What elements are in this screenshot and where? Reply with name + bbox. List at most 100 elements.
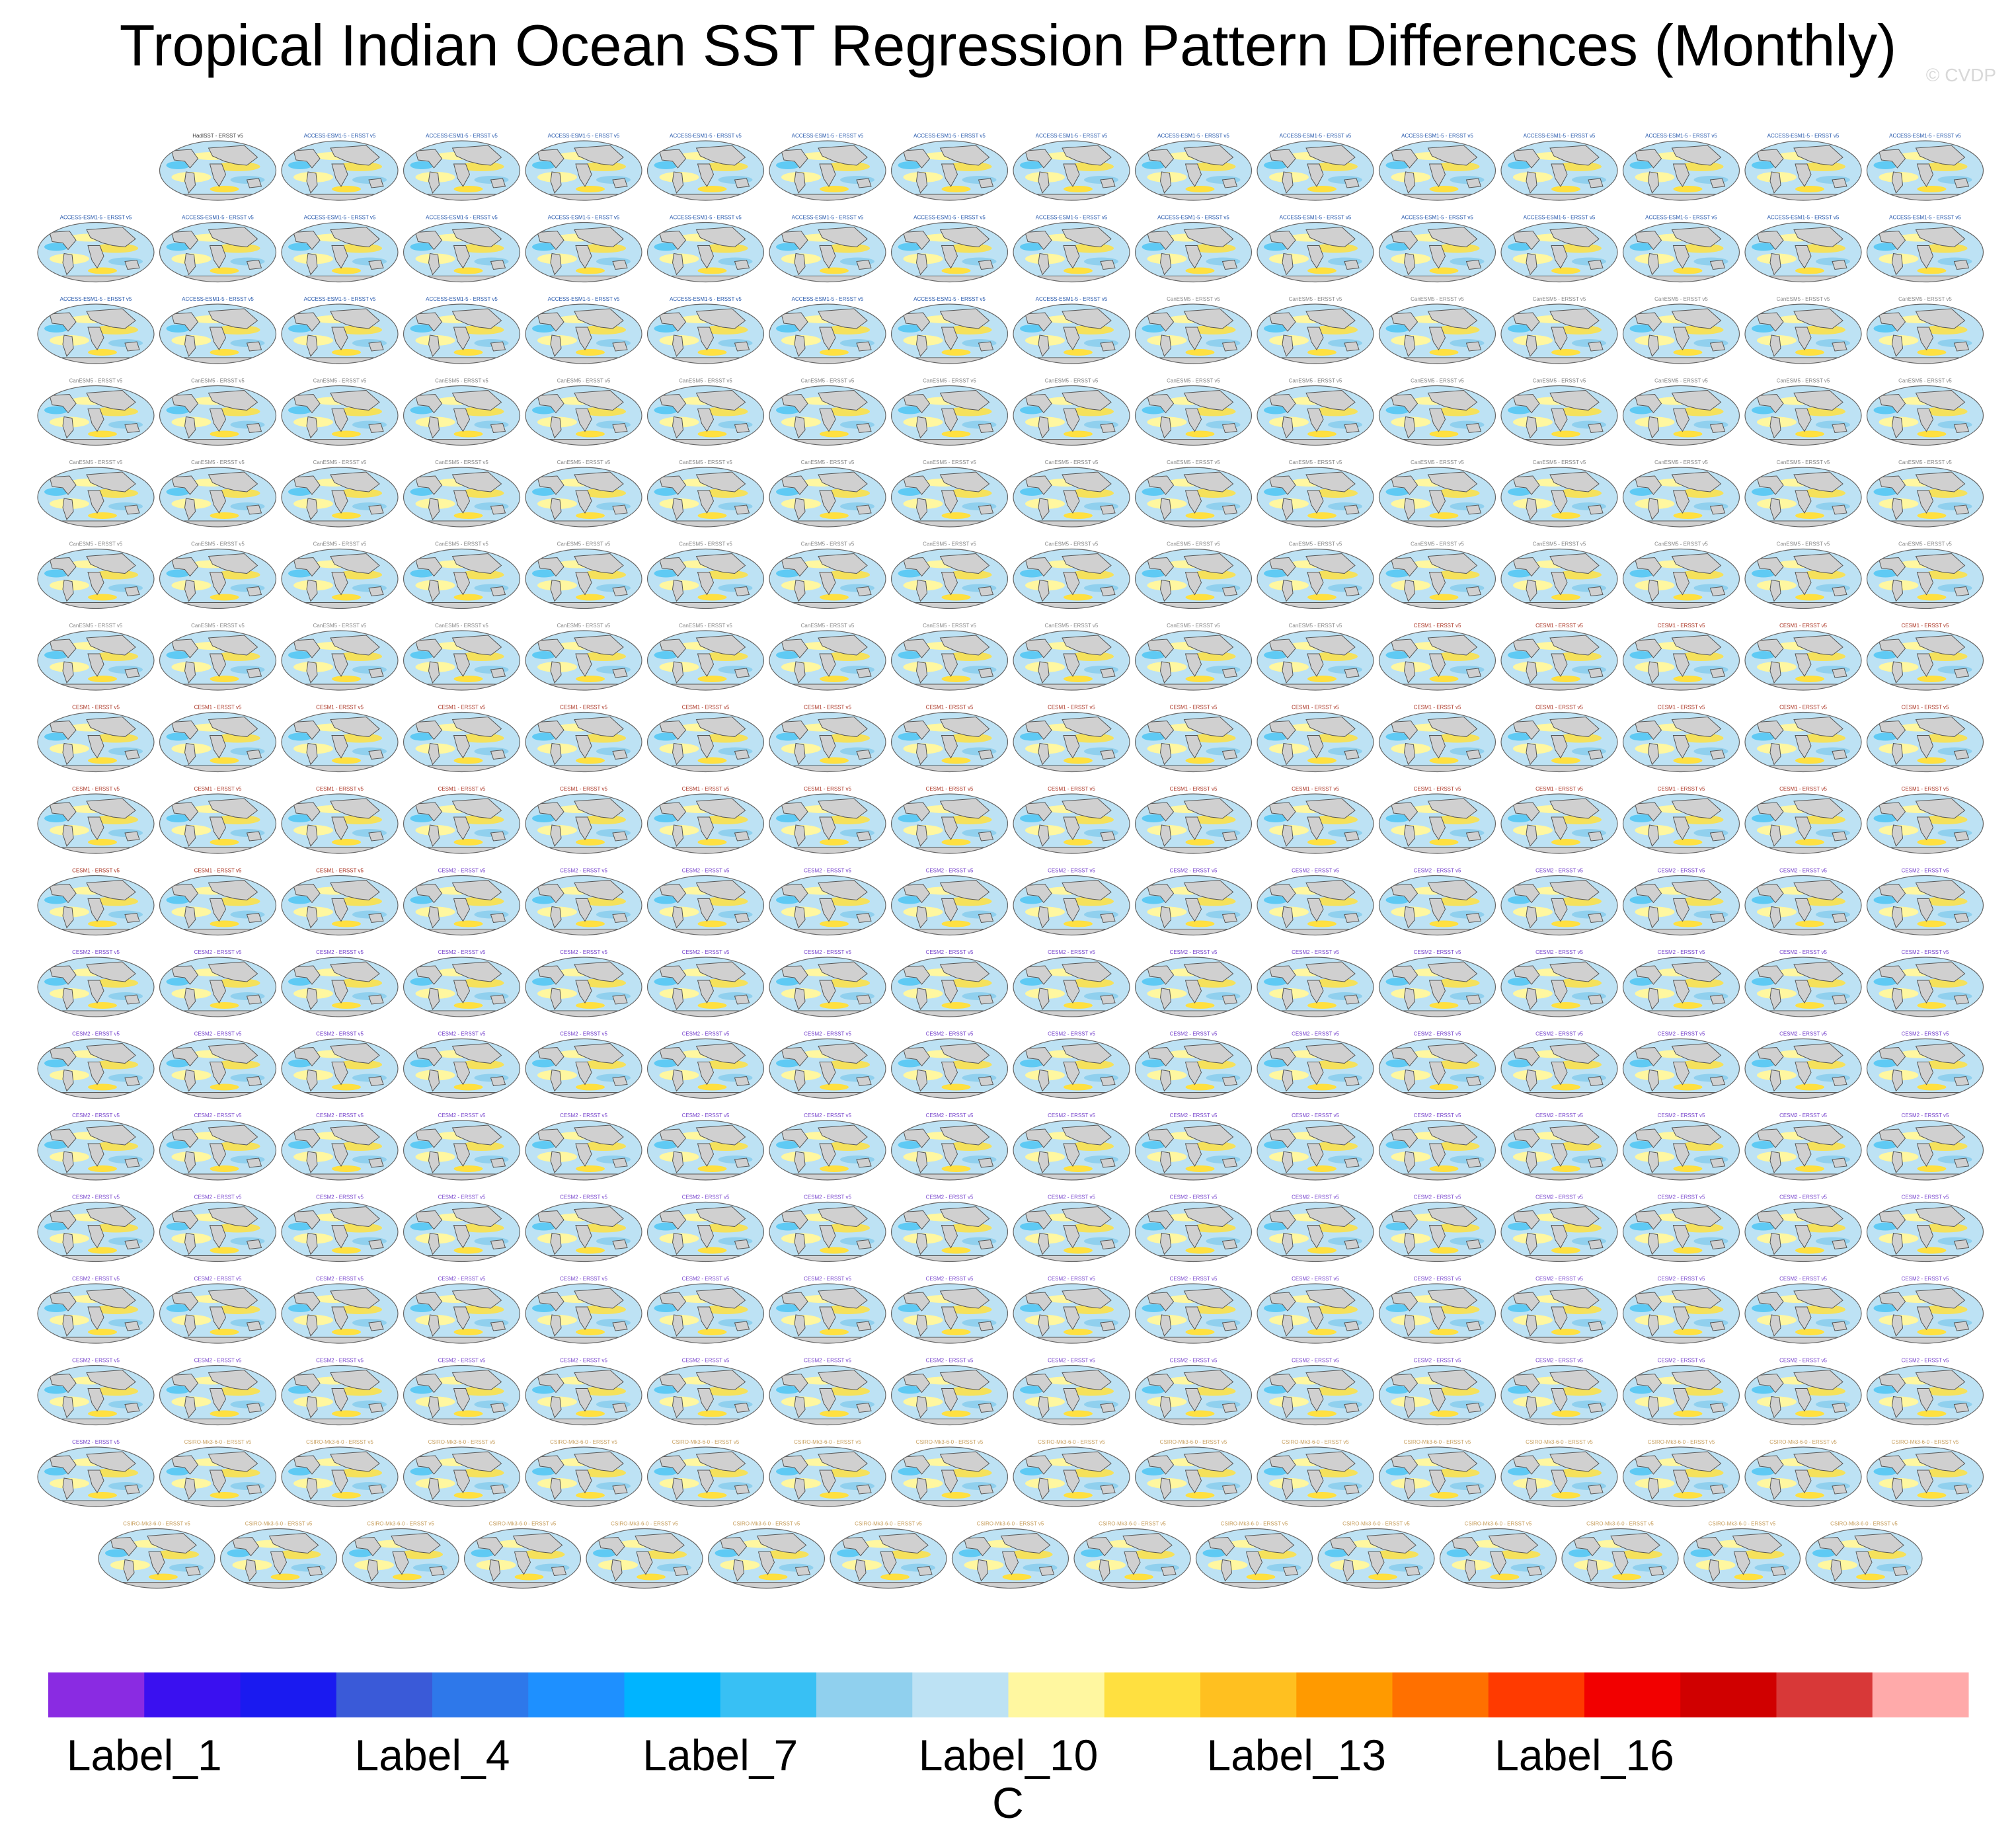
globe-map — [1866, 304, 1985, 366]
globe-map — [1134, 1202, 1253, 1264]
map-panel: CanESM5 - ERSST v5 — [890, 378, 1009, 448]
map-panel: ACCESS-ESM1-5 - ERSST v5 — [768, 296, 887, 366]
globe-map — [768, 386, 887, 448]
colorbar-tick-label: Label_7 — [642, 1731, 798, 1780]
panel-label: CESM2 - ERSST v5 — [1658, 1195, 1705, 1200]
globe-map — [1439, 1529, 1558, 1590]
globe-map — [159, 876, 278, 937]
panel-label: CESM2 - ERSST v5 — [1902, 1276, 1949, 1282]
panel-label: CanESM5 - ERSST v5 — [679, 378, 732, 384]
map-panel: ACCESS-ESM1-5 - ERSST v5 — [403, 215, 522, 284]
map-panel: CanESM5 - ERSST v5 — [1744, 378, 1863, 448]
globe-map — [1012, 223, 1131, 284]
panel-label: CESM1 - ERSST v5 — [804, 705, 851, 711]
panel-label: CanESM5 - ERSST v5 — [1533, 459, 1586, 465]
globe-map — [1256, 1366, 1375, 1427]
panel-label: CESM2 - ERSST v5 — [1779, 1031, 1827, 1037]
globe-map — [1866, 141, 1985, 202]
panel-label: CanESM5 - ERSST v5 — [1289, 459, 1342, 465]
map-panel: ACCESS-ESM1-5 - ERSST v5 — [646, 133, 765, 202]
map-panel: CSIRO-Mk3-6-0 - ERSST v5 — [1195, 1521, 1314, 1590]
globe-map — [1866, 223, 1985, 284]
map-panel: ACCESS-ESM1-5 - ERSST v5 — [1012, 296, 1131, 366]
map-panel: CanESM5 - ERSST v5 — [1622, 541, 1741, 611]
globe-map — [280, 467, 399, 529]
panel-label: CESM2 - ERSST v5 — [1048, 1195, 1095, 1200]
panel-label: CanESM5 - ERSST v5 — [1045, 378, 1099, 384]
globe-map — [524, 467, 643, 529]
map-panel: CESM1 - ERSST v5 — [159, 868, 278, 937]
map-panel: CSIRO-Mk3-6-0 - ERSST v5 — [1683, 1521, 1802, 1590]
panel-label: ACCESS-ESM1-5 - ERSST v5 — [1645, 215, 1717, 221]
panel-label: ACCESS-ESM1-5 - ERSST v5 — [1524, 215, 1596, 221]
cvdp-watermark: © CVDP — [1925, 65, 1996, 85]
map-panel: CSIRO-Mk3-6-0 - ERSST v5 — [890, 1439, 1009, 1509]
map-panel: CESM2 - ERSST v5 — [36, 949, 155, 1019]
map-panel: CESM2 - ERSST v5 — [768, 868, 887, 937]
globe-map — [36, 713, 155, 774]
globe-map — [36, 631, 155, 692]
map-panel: CESM1 - ERSST v5 — [1134, 705, 1253, 774]
panel-label: CESM2 - ERSST v5 — [682, 1031, 730, 1037]
globe-map — [1378, 794, 1497, 855]
globe-map — [403, 141, 522, 202]
map-panel: CESM1 - ERSST v5 — [524, 705, 643, 774]
panel-label: CESM2 - ERSST v5 — [1779, 1276, 1827, 1282]
globe-map — [646, 549, 765, 611]
map-panel: CESM2 - ERSST v5 — [1744, 1031, 1863, 1101]
globe-map — [280, 549, 399, 611]
map-panel: CESM1 - ERSST v5 — [646, 786, 765, 855]
globe-map — [159, 304, 278, 366]
panel-label: CanESM5 - ERSST v5 — [557, 378, 611, 384]
globe-map — [280, 1039, 399, 1101]
map-panel: CSIRO-Mk3-6-0 - ERSST v5 — [1134, 1439, 1253, 1509]
panel-label: CESM2 - ERSST v5 — [316, 1113, 364, 1119]
panel-label: CESM2 - ERSST v5 — [72, 1358, 120, 1364]
panel-label: CESM1 - ERSST v5 — [194, 868, 242, 874]
globe-map — [1256, 1120, 1375, 1182]
panel-label: CanESM5 - ERSST v5 — [1167, 623, 1220, 629]
panel-label: CESM2 - ERSST v5 — [1414, 1113, 1461, 1119]
globe-map — [403, 1039, 522, 1101]
panel-label: CESM2 - ERSST v5 — [1414, 1195, 1461, 1200]
panel-label: CanESM5 - ERSST v5 — [1411, 378, 1464, 384]
map-panel: CESM2 - ERSST v5 — [646, 1031, 765, 1101]
globe-map — [403, 631, 522, 692]
map-panel: CESM2 - ERSST v5 — [36, 1031, 155, 1101]
globe-map — [1012, 549, 1131, 611]
panel-label: CESM2 - ERSST v5 — [1535, 1113, 1583, 1119]
map-panel: ACCESS-ESM1-5 - ERSST v5 — [36, 296, 155, 366]
panel-label: CESM1 - ERSST v5 — [926, 786, 974, 792]
panel-label: CSIRO-Mk3-6-0 - ERSST v5 — [733, 1521, 800, 1527]
globe-map — [890, 304, 1009, 366]
globe-map — [646, 631, 765, 692]
globe-map — [1012, 1284, 1131, 1345]
map-panel: CESM2 - ERSST v5 — [890, 949, 1009, 1019]
globe-map — [1012, 876, 1131, 937]
panel-label: CESM1 - ERSST v5 — [804, 786, 851, 792]
globe-map — [524, 549, 643, 611]
globe-map — [890, 1447, 1009, 1509]
map-panel: CESM2 - ERSST v5 — [159, 1031, 278, 1101]
panel-label: CESM2 - ERSST v5 — [72, 949, 120, 955]
panel-label: CanESM5 - ERSST v5 — [1654, 296, 1708, 302]
panel-label: CanESM5 - ERSST v5 — [191, 541, 245, 547]
globe-map — [1012, 794, 1131, 855]
map-panel: CanESM5 - ERSST v5 — [1256, 296, 1375, 366]
globe-map — [768, 549, 887, 611]
map-panel: CESM1 - ERSST v5 — [1500, 786, 1619, 855]
panel-label: CESM2 - ERSST v5 — [1048, 1358, 1095, 1364]
map-panel: CanESM5 - ERSST v5 — [403, 378, 522, 448]
panel-label: CSIRO-Mk3-6-0 - ERSST v5 — [184, 1439, 252, 1445]
panel-label: CSIRO-Mk3-6-0 - ERSST v5 — [672, 1439, 740, 1445]
map-panel: CESM2 - ERSST v5 — [1256, 868, 1375, 937]
globe-map — [585, 1529, 704, 1590]
panel-label: CESM2 - ERSST v5 — [1170, 1113, 1218, 1119]
colorbar-swatch — [1776, 1672, 1873, 1717]
map-panel: CanESM5 - ERSST v5 — [280, 378, 399, 448]
globe-map — [1622, 957, 1741, 1019]
globe-map — [159, 1366, 278, 1427]
map-panel: CSIRO-Mk3-6-0 - ERSST v5 — [646, 1439, 765, 1509]
panel-label: CESM2 - ERSST v5 — [194, 1358, 242, 1364]
map-panel: CESM1 - ERSST v5 — [36, 705, 155, 774]
